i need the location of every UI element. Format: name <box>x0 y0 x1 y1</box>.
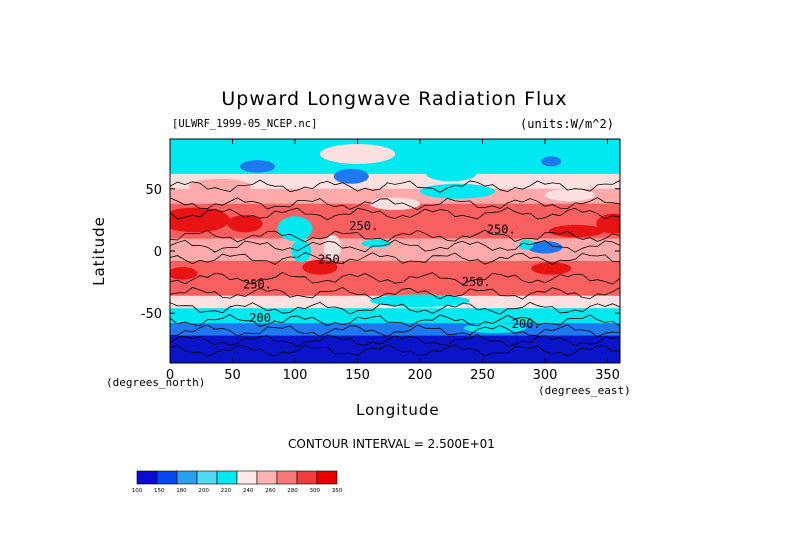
y-axis-ticks: 50 0 -50 <box>141 183 620 322</box>
contour-line <box>170 239 620 253</box>
field-feature <box>227 214 263 233</box>
field-feature <box>170 267 198 280</box>
colorbar-label: 100 <box>132 488 143 494</box>
field-feature <box>531 262 572 275</box>
x-tick-label: 300 <box>533 368 558 383</box>
colorbar-swatch <box>216 470 238 485</box>
units-label: (units:W/m^2) <box>520 117 614 131</box>
contour-line <box>170 229 620 243</box>
y-units-label: (degrees_north) <box>106 376 206 389</box>
contour-label: 200. <box>249 311 278 325</box>
field-feature <box>220 295 270 306</box>
lat-band <box>170 139 620 155</box>
field-features <box>170 143 620 357</box>
colorbar-label: 150 <box>154 488 165 494</box>
colorbar: 100 150 180 200 220 240 260 280 300 350 <box>132 470 343 494</box>
chart-title: Upward Longwave Radiation Flux <box>221 88 568 110</box>
field-feature <box>518 239 534 250</box>
field-feature <box>345 344 495 357</box>
field-feature <box>320 143 395 164</box>
colorbar-label: 280 <box>287 488 298 494</box>
x-tick-label: 150 <box>345 368 370 383</box>
colorbar-label: 350 <box>332 488 343 494</box>
x-tick-label: 200 <box>408 368 433 383</box>
field-feature <box>527 241 563 254</box>
contour-line <box>170 271 620 285</box>
field-feature <box>548 224 604 238</box>
colorbar-swatch <box>256 470 278 485</box>
x-tick-label: 100 <box>283 368 308 383</box>
field-feature <box>596 213 620 234</box>
contour-interval-label: CONTOUR INTERVAL = 2.500E+01 <box>288 437 495 451</box>
contour-labels: 250. 250. 250. 250. 250. 200. 200. <box>243 219 541 331</box>
colorbar-label: 200 <box>198 488 209 494</box>
lat-band <box>170 248 620 262</box>
contour-label: 250. <box>487 223 516 237</box>
colorbar-swatch <box>316 470 338 485</box>
x-units-label: (degrees_east) <box>538 384 631 397</box>
field-feature <box>170 207 230 233</box>
contour-label: 250. <box>462 275 491 289</box>
field-feature <box>170 340 245 356</box>
contour-line <box>170 286 620 300</box>
x-axis-ticks: 0 50 100 150 200 250 300 350 <box>166 139 620 383</box>
lat-band <box>170 153 620 175</box>
field-feature <box>188 178 252 194</box>
x-tick-label: 50 <box>224 368 241 383</box>
contour-line <box>170 324 620 338</box>
field-feature <box>302 259 338 275</box>
contour-lines <box>170 179 620 357</box>
colorbar-label: 300 <box>310 488 321 494</box>
field-feature <box>426 166 477 182</box>
contour-label: 250. <box>318 252 347 266</box>
colorbar-swatch <box>136 470 158 485</box>
field-feature <box>541 156 562 167</box>
colorbar-swatch <box>156 470 178 485</box>
lat-band <box>170 308 620 324</box>
field-feature <box>240 160 275 173</box>
x-axis-label: Longitude <box>356 401 440 419</box>
colorbar-swatch <box>196 470 218 485</box>
field-feature <box>370 294 470 307</box>
x-tick-label: 350 <box>595 368 620 383</box>
colorbar-swatch <box>176 470 198 485</box>
y-tick-label: 0 <box>154 245 162 260</box>
field-feature <box>323 234 342 260</box>
lat-band <box>170 188 620 205</box>
file-label: [ULWRF_1999-05_NCEP.nc] <box>172 118 318 130</box>
contour-label: 250. <box>349 219 378 233</box>
field-feature <box>277 216 313 242</box>
x-tick-label: 250 <box>470 368 495 383</box>
lat-band <box>170 323 620 337</box>
field-feature <box>557 295 608 306</box>
contour-line <box>170 314 620 328</box>
colorbar-swatch <box>276 470 298 485</box>
y-tick-label: 50 <box>145 183 162 198</box>
contour-line <box>170 334 620 348</box>
colorbar-swatch <box>236 470 258 485</box>
field-feature <box>545 188 595 202</box>
lat-band <box>170 238 620 250</box>
contour-line <box>170 179 620 193</box>
field-feature <box>291 239 312 263</box>
field-feature <box>333 168 369 184</box>
colorbar-label: 260 <box>265 488 276 494</box>
colorbar-label: 180 <box>176 488 187 494</box>
contour-line <box>170 344 620 357</box>
contour-label: 200. <box>512 317 541 331</box>
field-feature <box>420 183 495 199</box>
colorbar-label: 240 <box>243 488 254 494</box>
contour-line <box>170 207 620 221</box>
colorbar-swatch <box>296 470 318 485</box>
x-tick-label: 0 <box>166 368 174 383</box>
contour-label: 250. <box>243 277 272 291</box>
contour-line <box>170 301 620 315</box>
contour-line <box>170 197 620 211</box>
y-tick-label: -50 <box>141 307 162 322</box>
lat-band <box>170 173 620 190</box>
contour-line <box>170 252 620 265</box>
colorbar-label: 220 <box>221 488 232 494</box>
